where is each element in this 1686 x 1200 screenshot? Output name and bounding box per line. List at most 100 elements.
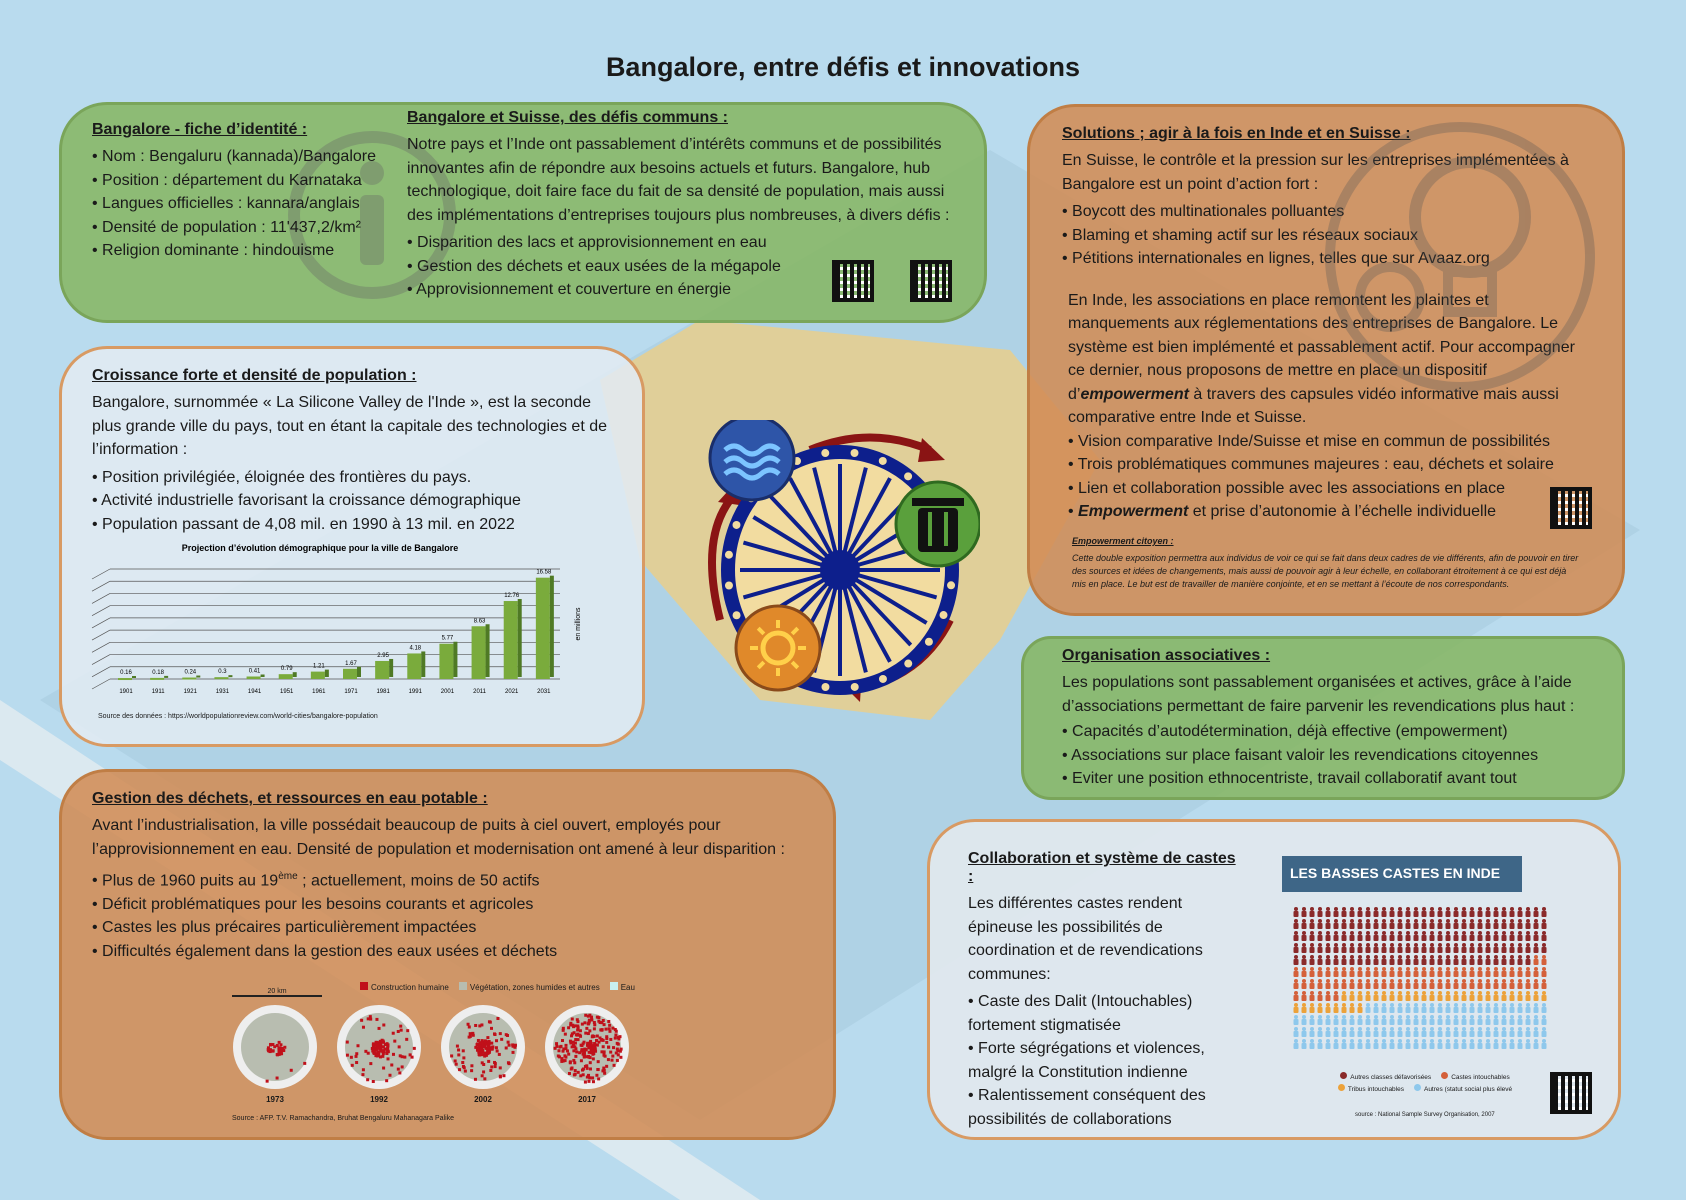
built-cell xyxy=(612,1046,616,1050)
qr-code-icon[interactable] xyxy=(832,260,874,302)
built-cell xyxy=(616,1053,620,1057)
person-icon xyxy=(1293,979,1299,989)
built-cell xyxy=(486,1051,490,1055)
person-icon xyxy=(1525,919,1531,929)
person-icon xyxy=(1469,919,1475,929)
person-icon xyxy=(1397,955,1403,965)
person-icon xyxy=(1493,1015,1499,1025)
person-icon xyxy=(1501,991,1507,1001)
built-cell xyxy=(593,1042,597,1046)
person-icon xyxy=(1437,1027,1443,1037)
qr-code-icon[interactable] xyxy=(910,260,952,302)
person-icon xyxy=(1405,991,1411,1001)
built-cell xyxy=(375,1040,379,1044)
person-icon xyxy=(1341,931,1347,941)
built-cell xyxy=(618,1049,622,1053)
built-cell xyxy=(600,1021,604,1025)
rim-dot xyxy=(850,682,859,691)
person-icon xyxy=(1525,967,1531,977)
qr-code-icon[interactable] xyxy=(1550,487,1592,529)
built-cell xyxy=(477,1053,481,1057)
growth-list: Position privilégiée, éloignée des front… xyxy=(92,466,612,537)
list-item: Position privilégiée, éloignée des front… xyxy=(92,466,612,490)
built-cell xyxy=(596,1060,600,1064)
built-cell xyxy=(575,1050,579,1054)
person-icon xyxy=(1397,967,1403,977)
person-icon xyxy=(1525,1015,1531,1025)
person-icon xyxy=(1317,931,1323,941)
built-cell xyxy=(595,1043,599,1047)
built-cell xyxy=(497,1052,501,1056)
built-cell xyxy=(553,1046,557,1050)
person-icon xyxy=(1485,919,1491,929)
person-icon xyxy=(1405,955,1411,965)
person-icon xyxy=(1437,967,1443,977)
built-cell xyxy=(587,1054,591,1058)
person-icon xyxy=(1493,931,1499,941)
person-icon xyxy=(1461,1003,1467,1013)
person-icon xyxy=(1349,943,1355,953)
built-cell xyxy=(481,1050,485,1054)
built-cell xyxy=(601,1045,605,1049)
person-icon xyxy=(1365,1003,1371,1013)
bar-side xyxy=(292,672,297,677)
person-icon xyxy=(1453,1027,1459,1037)
built-cell xyxy=(289,1068,293,1072)
solutions-intro: En Suisse, le contrôle et la pression su… xyxy=(1062,152,1569,193)
built-cell xyxy=(608,1023,612,1027)
built-cell xyxy=(619,1055,623,1059)
person-icon xyxy=(1533,943,1539,953)
built-cell xyxy=(588,1061,592,1065)
note-heading: Empowerment citoyen : xyxy=(1072,536,1174,546)
built-cell xyxy=(609,1037,613,1041)
built-cell xyxy=(371,1080,375,1084)
built-cell xyxy=(613,1036,617,1040)
person-icon xyxy=(1381,1003,1387,1013)
person-icon xyxy=(1421,907,1427,917)
person-icon xyxy=(1293,1027,1299,1037)
list-item: Castes les plus précaires particulièreme… xyxy=(92,916,803,940)
built-cell xyxy=(581,1073,585,1077)
built-cell xyxy=(610,1058,614,1062)
built-cell xyxy=(556,1054,560,1058)
person-icon xyxy=(1325,1039,1331,1049)
built-cell xyxy=(476,1038,480,1042)
person-icon xyxy=(1413,967,1419,977)
person-icon xyxy=(1469,907,1475,917)
data-label: 2.95 xyxy=(377,653,389,659)
built-cell xyxy=(376,1054,380,1058)
person-icon xyxy=(1341,991,1347,1001)
built-cell xyxy=(489,1026,493,1030)
built-cell xyxy=(476,1042,480,1046)
qr-code-icon[interactable] xyxy=(1550,1072,1592,1114)
built-cell xyxy=(576,1026,580,1030)
person-icon xyxy=(1341,907,1347,917)
list-item: Position : département du Karnataka xyxy=(92,169,402,193)
person-icon xyxy=(1381,1027,1387,1037)
built-cell xyxy=(390,1063,394,1067)
person-icon xyxy=(1325,931,1331,941)
built-cell xyxy=(572,1031,576,1035)
built-cell xyxy=(498,1066,502,1070)
built-cell xyxy=(564,1047,568,1051)
person-icon xyxy=(1333,955,1339,965)
built-cell xyxy=(490,1041,494,1045)
built-cell xyxy=(588,1076,592,1080)
person-icon xyxy=(1397,1015,1403,1025)
built-cell xyxy=(361,1068,365,1072)
person-icon xyxy=(1517,907,1523,917)
person-icon xyxy=(1381,991,1387,1001)
person-icon xyxy=(1501,1039,1507,1049)
person-icon xyxy=(1469,955,1475,965)
list-item: Langues officielles : kannara/anglais xyxy=(92,192,402,216)
person-icon xyxy=(1333,979,1339,989)
built-cell xyxy=(507,1043,511,1047)
map-2017: 2017 xyxy=(544,1004,630,1104)
built-cell xyxy=(561,1059,565,1063)
person-icon xyxy=(1349,967,1355,977)
gridline xyxy=(91,654,111,665)
person-icon xyxy=(1445,991,1451,1001)
built-cell xyxy=(376,1050,380,1054)
built-cell xyxy=(410,1055,414,1059)
person-icon xyxy=(1317,907,1323,917)
